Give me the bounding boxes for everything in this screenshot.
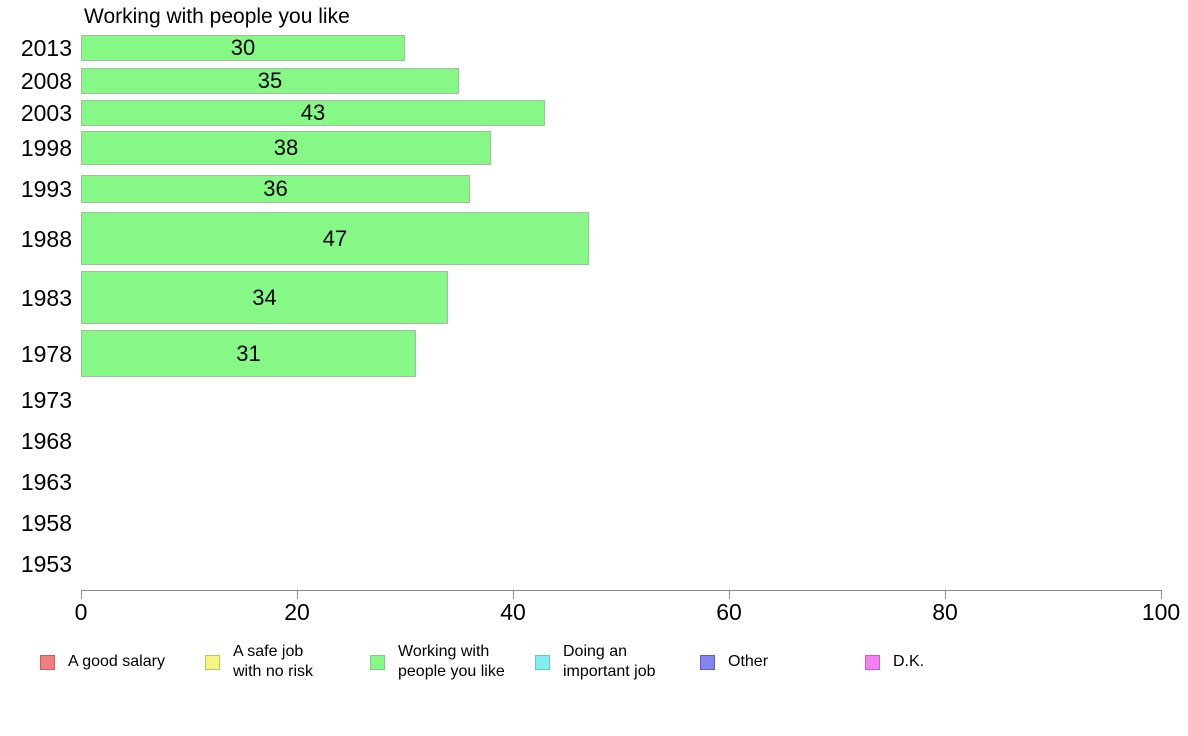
category-label-1993: 1993 <box>20 176 72 202</box>
bar-value-label: 36 <box>263 176 288 201</box>
bar-1978: 31 <box>81 330 416 377</box>
x-axis-tick-80 <box>945 590 946 599</box>
x-axis-tick-20 <box>297 590 298 599</box>
legend-swatch-icon <box>40 655 55 670</box>
x-tick-label-0: 0 <box>74 599 88 625</box>
x-axis-tick-60 <box>729 590 730 599</box>
bar-2008: 35 <box>81 68 459 94</box>
category-label-1978: 1978 <box>20 340 72 367</box>
legend-label: A safe job with no risk <box>233 643 314 680</box>
legend-swatch-icon <box>205 655 220 670</box>
bar-value-label: 38 <box>273 135 299 160</box>
bar-value-label: 34 <box>252 284 277 310</box>
bar-1983: 34 <box>81 271 448 324</box>
bar-value-label: 47 <box>322 225 348 251</box>
legend-label: Doing an important job <box>563 643 656 680</box>
x-tick-label-40: 40 <box>500 599 526 625</box>
category-label-1983: 1983 <box>20 284 72 311</box>
legend-label: Other <box>728 653 769 670</box>
category-label-1973: 1973 <box>20 387 72 413</box>
category-label-1988: 1988 <box>20 225 72 252</box>
bar-1993: 36 <box>81 175 470 203</box>
bar-value-label: 31 <box>236 340 261 366</box>
category-label-1953: 1953 <box>20 551 72 577</box>
x-axis-tick-0 <box>81 590 82 599</box>
x-tick-label-80: 80 <box>932 599 958 625</box>
legend-swatch-icon <box>370 655 385 670</box>
bar-value-label: 35 <box>257 68 283 93</box>
x-axis-tick-100 <box>1161 590 1162 599</box>
x-tick-label-100: 100 <box>1141 599 1181 625</box>
chart-title: Working with people you like <box>84 5 350 28</box>
category-label-2013: 2013 <box>20 35 72 61</box>
bar-1998: 38 <box>81 131 491 165</box>
legend-swatch-icon <box>535 655 550 670</box>
x-axis-tick-40 <box>513 590 514 599</box>
legend-label: D.K. <box>893 653 925 670</box>
category-label-1958: 1958 <box>20 510 72 536</box>
x-axis-line <box>81 590 1161 591</box>
bar-2003: 43 <box>81 100 545 126</box>
category-label-2008: 2008 <box>20 68 72 94</box>
category-label-1963: 1963 <box>20 469 72 495</box>
x-tick-label-20: 20 <box>284 599 310 625</box>
bar-1988: 47 <box>81 212 589 265</box>
category-label-1968: 1968 <box>20 428 72 454</box>
legend-swatch-icon <box>865 655 880 670</box>
category-label-2003: 2003 <box>20 100 72 126</box>
bar-2013: 30 <box>81 35 405 61</box>
legend-label: A good salary <box>68 653 165 670</box>
legend-label: Working with people you like <box>398 643 505 680</box>
legend-swatch-icon <box>700 655 715 670</box>
bar-value-label: 30 <box>230 35 256 60</box>
x-tick-label-60: 60 <box>716 599 742 625</box>
category-label-1998: 1998 <box>20 135 72 161</box>
bar-value-label: 43 <box>300 100 326 125</box>
